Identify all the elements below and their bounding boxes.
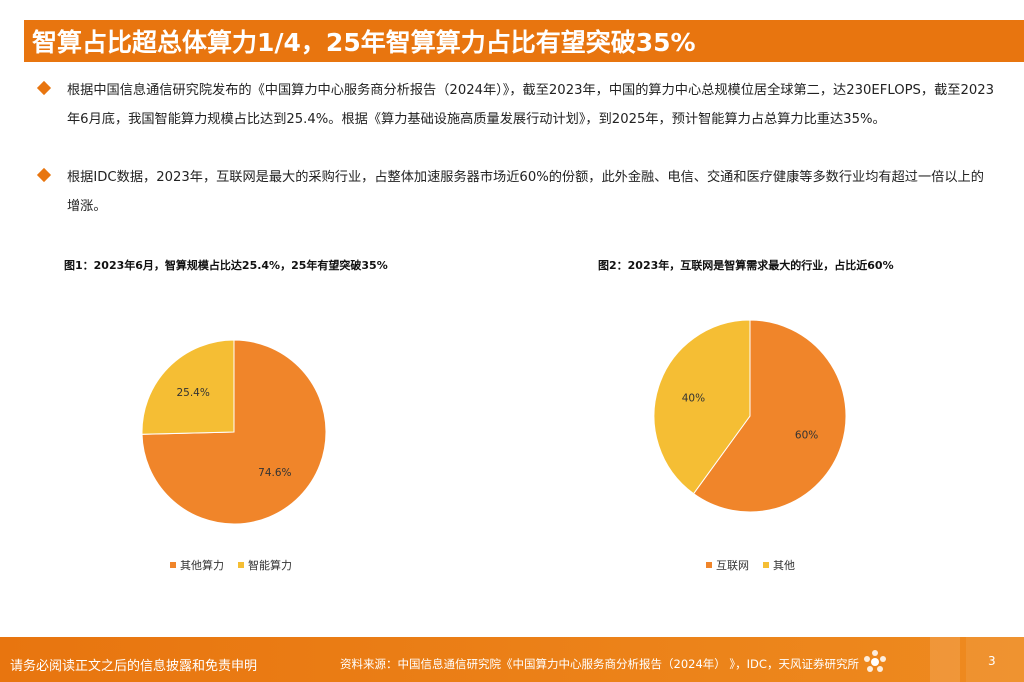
legend-label: 其他算力 — [180, 559, 224, 572]
figure-1-title: 图1：2023年6月，智算规模占比达25.4%，25年有望突破35% — [64, 259, 388, 272]
title-bar: 智算占比超总体算力1/4，25年智算算力占比有望突破35% — [24, 20, 1024, 62]
pie-chart-2: 60% 40% — [653, 319, 847, 513]
legend-label: 其他 — [773, 559, 795, 572]
pie-2-slice-1 — [653, 319, 751, 495]
bullet-text-2: 根据IDC数据，2023年，互联网是最大的采购行业，占整体加速服务器市场近60%… — [67, 170, 984, 214]
pie-2-slice-1-label: 40% — [682, 393, 705, 405]
footer-source: 资料来源：中国信息通信研究院《中国算力中心服务商分析报告（2024年） 》，ID… — [340, 657, 859, 671]
legend-2: 互联网 其他 — [706, 557, 795, 573]
diamond-bullet-icon — [36, 167, 52, 183]
footer-decoration — [930, 637, 960, 682]
legend-item-2-1: 其他 — [763, 557, 795, 573]
footer-decoration — [966, 637, 1024, 682]
brokerage-logo-icon — [864, 650, 886, 672]
legend-swatch — [763, 562, 769, 568]
pie-chart-1: 74.6% 25.4% — [141, 339, 327, 525]
footer-disclaimer: 请务必阅读正文之后的信息披露和免责申明 — [10, 659, 258, 674]
footer-bar: 请务必阅读正文之后的信息披露和免责申明 资料来源：中国信息通信研究院《中国算力中… — [0, 637, 1024, 682]
pie-1-slice-0-label: 74.6% — [258, 467, 291, 479]
diamond-bullet-icon — [36, 80, 52, 96]
legend-swatch — [238, 562, 244, 568]
bullet-item-2: 根据IDC数据，2023年，互联网是最大的采购行业，占整体加速服务器市场近60%… — [36, 163, 996, 221]
legend-item-1-1: 智能算力 — [238, 557, 292, 573]
legend-1: 其他算力 智能算力 — [170, 557, 292, 573]
pie-1-slice-1 — [141, 339, 235, 435]
legend-swatch — [706, 562, 712, 568]
page-title: 智算占比超总体算力1/4，25年智算算力占比有望突破35% — [32, 28, 696, 57]
legend-swatch — [170, 562, 176, 568]
legend-label: 智能算力 — [248, 559, 292, 572]
figure-2-title: 图2：2023年，互联网是智算需求最大的行业，占比近60% — [598, 259, 894, 272]
pie-2-slice-0 — [692, 319, 847, 513]
legend-item-1-0: 其他算力 — [170, 557, 224, 573]
pie-2-slice-0-label: 60% — [795, 429, 818, 441]
bullet-item-1: 根据中国信息通信研究院发布的《中国算力中心服务商分析报告（2024年）》，截至2… — [36, 76, 996, 134]
bullet-text-1: 根据中国信息通信研究院发布的《中国算力中心服务商分析报告（2024年）》，截至2… — [67, 83, 995, 127]
legend-label: 互联网 — [716, 559, 749, 572]
page-number: 3 — [988, 654, 996, 668]
legend-item-2-0: 互联网 — [706, 557, 749, 573]
pie-1-slice-1-label: 25.4% — [176, 387, 209, 399]
